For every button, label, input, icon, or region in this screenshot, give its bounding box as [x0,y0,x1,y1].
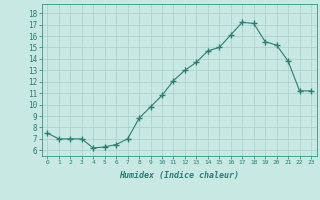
X-axis label: Humidex (Indice chaleur): Humidex (Indice chaleur) [119,171,239,180]
